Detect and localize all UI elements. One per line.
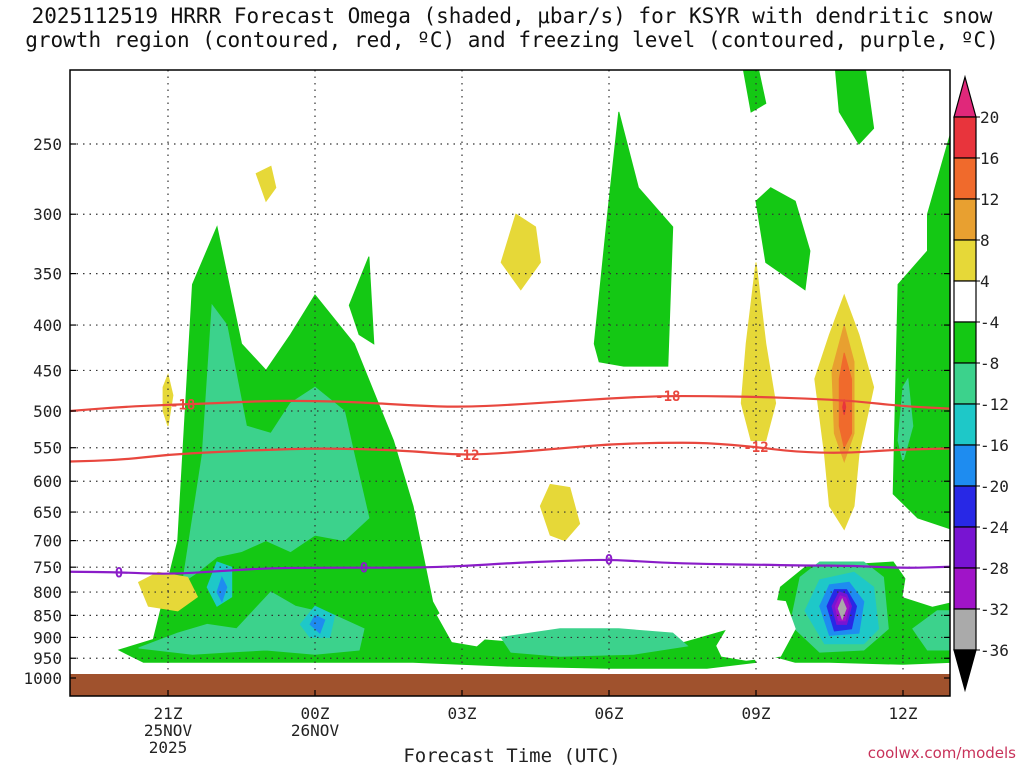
y-tick-label-300: 300 (33, 205, 62, 224)
y-tick-label-900: 900 (33, 628, 62, 647)
x-tick-label-09Z: 09Z (742, 704, 771, 723)
omega-region-green-right (892, 216, 950, 530)
omega-region-green-top-1 (742, 70, 767, 113)
contour-label-2-2: 0 (605, 552, 613, 568)
omega-region-yellow-a (162, 373, 174, 427)
colorbar-bin-11 (953, 567, 977, 610)
colorbar-bin-9 (953, 485, 977, 528)
colorbar-bin-3 (953, 239, 977, 282)
colorbar-label-12: -32 (980, 600, 1009, 619)
gridlines (70, 70, 950, 696)
x-tick-date-00Z: 26NOV (291, 721, 340, 740)
x-tick-label-12Z: 12Z (889, 704, 918, 723)
contour-line-2 (70, 558, 950, 575)
colorbar-bin-12 (953, 608, 977, 651)
y-axis: 250 300 350 400 450 500 550 600 650 700 750 800 850 9… (23, 135, 950, 688)
omega-region-teal-right-mid (897, 377, 914, 462)
y-tick-label-950: 950 (33, 649, 62, 668)
colorbar-label-8: -16 (980, 436, 1009, 455)
colorbar-label-5: -4 (980, 313, 999, 332)
y-tick-label-400: 400 (33, 316, 62, 335)
x-tick-label-06Z: 06Z (595, 704, 624, 723)
omega-region-yellow-d (500, 213, 541, 291)
colorbar: 20 16 12 8 4 -4 -8 -12 -16 -20 -24 -28 -32 -36 (953, 74, 1009, 693)
colorbar-bin-7 (953, 403, 977, 446)
y-tick-label-700: 700 (33, 532, 62, 551)
omega-region-teal-right-2 (912, 610, 950, 651)
contour-lines: -18 -18 -12 -12 0 0 0 (70, 389, 950, 581)
contour-label-0-1: -18 (655, 389, 680, 405)
omega-region-green-top-2 (834, 70, 875, 145)
contour-label-2-1: 0 (360, 561, 368, 577)
colorbar-label-7: -12 (980, 395, 1009, 414)
colorbar-label-6: -8 (980, 354, 999, 373)
colorbar-bottom-arrow (953, 649, 977, 693)
ground-band (70, 674, 950, 696)
credit-link[interactable]: coolwx.com/models (867, 744, 1016, 762)
y-tick-label-450: 450 (33, 361, 62, 380)
colorbar-bin-4 (953, 280, 977, 323)
colorbar-bin-8 (953, 444, 977, 487)
y-tick-label-500: 500 (33, 402, 62, 421)
colorbar-label-11: -28 (980, 559, 1009, 578)
colorbar-label-10: -24 (980, 518, 1009, 537)
contour-line-1 (70, 441, 950, 463)
y-tick-label-250: 250 (33, 135, 62, 154)
omega-region-green-right-top (927, 133, 950, 252)
plot-frame (69, 69, 951, 697)
colorbar-label-4: 4 (980, 272, 990, 291)
colorbar-top-arrow (953, 74, 977, 118)
y-tick-label-1000: 1000 (23, 669, 62, 688)
colorbar-bin-10 (953, 526, 977, 569)
contour-label-0-0: -18 (170, 397, 195, 413)
omega-region-yellow-c (255, 165, 277, 203)
omega-fills (117, 70, 950, 669)
omega-region-teal-low (138, 591, 365, 655)
colorbar-bin-2 (953, 198, 977, 241)
y-tick-label-750: 750 (33, 558, 62, 577)
omega-region-teal-low-mid (500, 628, 689, 657)
y-tick-label-800: 800 (33, 583, 62, 602)
contour-line-0 (70, 394, 950, 413)
omega-region-yellow-e (539, 483, 581, 542)
ground-layer (70, 674, 950, 696)
colorbar-bin-6 (953, 362, 977, 405)
y-tick-label-350: 350 (33, 265, 62, 284)
title-line-1: 2025112519 HRRR Forecast Omega (shaded, … (31, 4, 993, 28)
colorbar-bin-0 (953, 116, 977, 159)
colorbar-label-0: 20 (980, 108, 999, 127)
contour-label-1-0: -12 (454, 448, 479, 464)
colorbar-bin-5 (953, 321, 977, 364)
x-tick-date-21Z: 25NOV (144, 721, 193, 740)
colorbar-label-2: 12 (980, 190, 999, 209)
y-tick-label-850: 850 (33, 606, 62, 625)
omega-region-blue-1 (216, 575, 228, 603)
colorbar-bin-1 (953, 157, 977, 200)
colorbar-label-9: -20 (980, 477, 1009, 496)
y-tick-label-550: 550 (33, 439, 62, 458)
y-tick-label-650: 650 (33, 503, 62, 522)
colorbar-label-13: -36 (980, 641, 1009, 660)
x-tick-label-00Z: 00Z (301, 704, 330, 723)
y-tick-label-600: 600 (33, 472, 62, 491)
chart-title: 2025112519 HRRR Forecast Omega (shaded, … (0, 4, 1024, 52)
x-tick-year-21Z: 2025 (149, 738, 188, 757)
x-tick-label-03Z: 03Z (448, 704, 477, 723)
x-axis-label: Forecast Time (UTC) (403, 745, 621, 767)
title-line-2: growth region (contoured, red, ºC) and f… (25, 28, 999, 52)
colorbar-label-1: 16 (980, 149, 999, 168)
omega-region-gray-core (837, 597, 847, 621)
omega-region-blue-2 (309, 614, 326, 634)
omega-region-green-upper-a (348, 256, 375, 345)
omega-white-hole-2 (716, 596, 796, 661)
omega-white-hole-1 (436, 601, 497, 647)
omega-region-green-upper-b (593, 111, 674, 367)
omega-white-hole-3 (902, 534, 950, 607)
colorbar-label-3: 8 (980, 231, 990, 250)
x-tick-label-21Z: 21Z (154, 704, 183, 723)
contour-label-2-0: 0 (115, 565, 123, 581)
contour-label-1-1: -12 (743, 440, 768, 456)
